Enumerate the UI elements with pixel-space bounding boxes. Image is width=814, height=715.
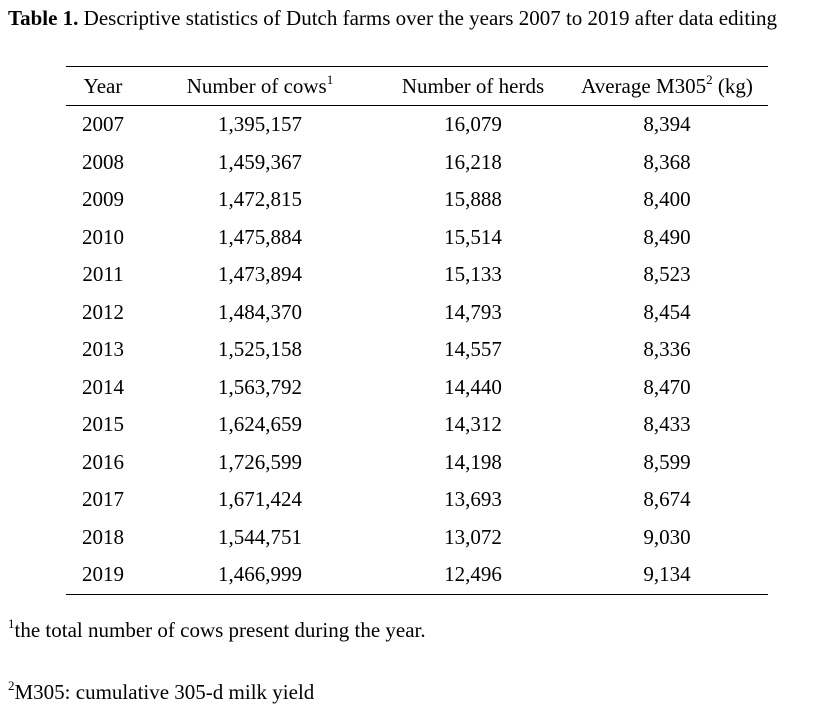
cell-year: 2017 <box>82 487 124 512</box>
cell-m305: 8,336 <box>643 337 691 362</box>
cell-year: 2009 <box>82 187 124 212</box>
cell-herds: 14,557 <box>444 337 502 362</box>
cell-m305: 8,599 <box>643 449 691 474</box>
header-year-label: Year <box>83 73 123 98</box>
cell-m305: 8,674 <box>643 487 691 512</box>
header-cows: Number of cows1 <box>140 66 380 106</box>
header-m305-label: Average M305 <box>581 73 707 98</box>
footnote-2-mark: 2 <box>8 678 15 693</box>
cell-year: 2018 <box>82 524 124 549</box>
table-row: 2014 1,563,792 14,440 8,470 <box>66 369 768 407</box>
table-row: 2010 1,475,884 15,514 8,490 <box>66 219 768 257</box>
cell-herds: 14,312 <box>444 412 502 437</box>
header-herds: Number of herds <box>380 66 566 106</box>
descriptive-statistics-table: Year Number of cows1 Number of herds Ave… <box>66 66 768 595</box>
table-row: 2009 1,472,815 15,888 8,400 <box>66 181 768 219</box>
table-caption: Table 1. Descriptive statistics of Dutch… <box>8 6 777 31</box>
cell-m305: 8,433 <box>643 412 691 437</box>
cell-cows: 1,466,999 <box>140 556 380 595</box>
cell-year: 2014 <box>82 374 124 399</box>
header-m305: Average M3052 (kg) <box>566 66 768 106</box>
table-row: 2015 1,624,659 14,312 8,433 <box>66 406 768 444</box>
table-row: 2011 1,473,894 15,133 8,523 <box>66 256 768 294</box>
cell-m305: 8,490 <box>643 224 691 249</box>
cell-cows: 1,624,659 <box>218 412 302 437</box>
table-row: 2018 1,544,751 13,072 9,030 <box>66 519 768 557</box>
cell-m305: 8,368 <box>643 149 691 174</box>
cell-cows: 1,563,792 <box>218 374 302 399</box>
cell-m305: 9,030 <box>643 524 691 549</box>
cell-year: 2019 <box>66 556 140 595</box>
cell-herds: 14,793 <box>444 299 502 324</box>
table-row: 2013 1,525,158 14,557 8,336 <box>66 331 768 369</box>
cell-year: 2010 <box>82 224 124 249</box>
header-m305-unit: (kg) <box>712 73 753 98</box>
cell-herds: 16,218 <box>444 149 502 174</box>
cell-herds: 14,198 <box>444 449 502 474</box>
header-year: Year <box>66 66 140 106</box>
cell-year: 2011 <box>82 262 124 287</box>
cell-year: 2012 <box>82 299 124 324</box>
cell-herds: 12,496 <box>380 556 566 595</box>
cell-m305: 8,400 <box>643 187 691 212</box>
cell-herds: 15,514 <box>444 224 502 249</box>
cell-m305: 8,394 <box>643 112 691 137</box>
caption-text: Descriptive statistics of Dutch farms ov… <box>78 6 778 30</box>
footnote-1: 1the total number of cows present during… <box>8 616 426 643</box>
cell-year: 2016 <box>82 449 124 474</box>
cell-cows: 1,484,370 <box>218 299 302 324</box>
cell-herds: 13,693 <box>444 487 502 512</box>
cell-cows: 1,395,157 <box>218 112 302 137</box>
cell-cows: 1,726,599 <box>218 449 302 474</box>
table-row: 2012 1,484,370 14,793 8,454 <box>66 294 768 332</box>
table-row: 2008 1,459,367 16,218 8,368 <box>66 144 768 182</box>
cell-m305: 8,523 <box>643 262 691 287</box>
footnote-2: 2M305: cumulative 305-d milk yield <box>8 678 315 705</box>
cell-cows: 1,472,815 <box>218 187 302 212</box>
header-herds-label: Number of herds <box>401 73 545 98</box>
cell-m305: 9,134 <box>566 556 768 595</box>
header-row: Year Number of cows1 Number of herds Ave… <box>66 66 768 106</box>
cell-year: 2008 <box>82 149 124 174</box>
footnote-1-mark: 1 <box>8 616 15 631</box>
table-row: 2016 1,726,599 14,198 8,599 <box>66 444 768 482</box>
table-row: 2019 1,466,999 12,496 9,134 <box>66 556 768 595</box>
cell-herds: 15,888 <box>444 187 502 212</box>
cell-m305: 8,470 <box>643 374 691 399</box>
table-row: 2017 1,671,424 13,693 8,674 <box>66 481 768 519</box>
cell-cows: 1,473,894 <box>218 262 302 287</box>
cell-cows: 1,459,367 <box>218 149 302 174</box>
caption-label: Table 1. <box>8 6 79 30</box>
cell-herds: 13,072 <box>444 524 502 549</box>
cell-year: 2007 <box>82 112 124 137</box>
cell-cows: 1,671,424 <box>218 487 302 512</box>
cell-herds: 15,133 <box>444 262 502 287</box>
header-m305-footnote-mark: 2 <box>706 71 713 87</box>
cell-herds: 16,079 <box>444 112 502 137</box>
cell-m305: 8,454 <box>643 299 691 324</box>
footnote-2-text: M305: cumulative 305-d milk yield <box>14 680 315 704</box>
cell-cows: 1,544,751 <box>218 524 302 549</box>
header-cows-footnote-mark: 1 <box>326 71 334 87</box>
cell-year: 2013 <box>82 337 124 362</box>
table-body: 2007 1,395,157 16,079 8,394 2008 1,459,367 16,… <box>66 106 768 595</box>
footnote-1-text: the total number of cows present during … <box>14 618 426 642</box>
cell-cows: 1,475,884 <box>218 224 302 249</box>
table-header: Year Number of cows1 Number of herds Ave… <box>66 66 768 106</box>
cell-cows: 1,525,158 <box>218 337 302 362</box>
header-cows-label: Number of cows <box>186 73 327 98</box>
table-row: 2007 1,395,157 16,079 8,394 <box>66 106 768 144</box>
cell-year: 2015 <box>82 412 124 437</box>
cell-herds: 14,440 <box>444 374 502 399</box>
